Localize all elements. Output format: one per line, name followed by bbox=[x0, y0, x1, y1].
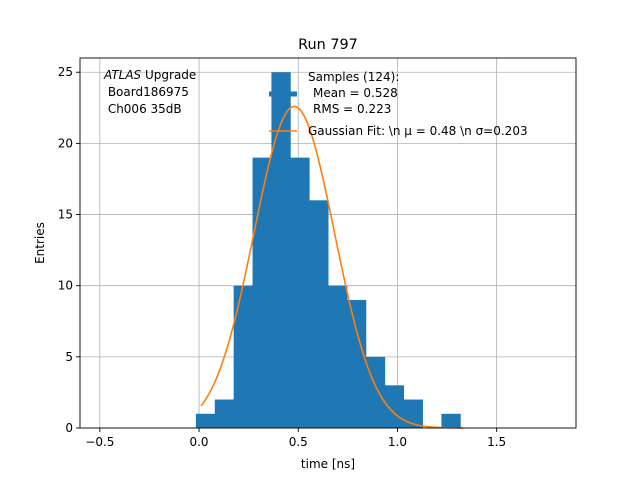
y-axis-ticks: 0 5 10 15 20 25 bbox=[58, 65, 80, 435]
histogram-bar bbox=[271, 72, 291, 428]
atlas-annotation: ATLAS Upgrade Board186975 Ch006 35dB bbox=[103, 68, 196, 116]
x-tick-label: −0.5 bbox=[85, 435, 114, 449]
y-tick-label: 15 bbox=[58, 208, 73, 222]
chart-title: Run 797 bbox=[298, 37, 358, 53]
histogram-bar bbox=[290, 157, 310, 428]
x-tick-label: 0.0 bbox=[189, 435, 208, 449]
y-tick-label: 25 bbox=[58, 65, 73, 79]
x-axis-ticks: −0.5 0.0 0.5 1.0 1.5 bbox=[85, 428, 506, 449]
x-tick-label: 0.5 bbox=[289, 435, 308, 449]
y-tick-label: 20 bbox=[58, 136, 73, 150]
legend-samples-mean: Mean = 0.528 bbox=[313, 86, 398, 100]
histogram-bar bbox=[214, 399, 235, 428]
histogram-bar bbox=[441, 413, 461, 428]
histogram-bar bbox=[309, 200, 329, 428]
y-tick-label: 0 bbox=[65, 421, 73, 435]
histogram-bar bbox=[252, 157, 272, 428]
histogram-bar bbox=[328, 285, 348, 428]
x-tick-label: 1.0 bbox=[388, 435, 407, 449]
histogram-bar bbox=[195, 413, 216, 428]
histogram-bars bbox=[195, 72, 461, 428]
plot-frame bbox=[79, 57, 577, 429]
x-axis-label: time [ns] bbox=[301, 457, 355, 471]
legend: Samples (124): Mean = 0.528 RMS = 0.223 … bbox=[269, 70, 528, 138]
legend-fit-label: Gaussian Fit: \n μ = 0.48 \n σ=0.203 bbox=[308, 124, 528, 138]
y-axis-label: Entries bbox=[33, 222, 47, 264]
y-tick-label: 10 bbox=[58, 279, 73, 293]
histogram-bar bbox=[346, 299, 367, 428]
histogram-bar bbox=[365, 356, 386, 428]
legend-samples-marker bbox=[269, 80, 297, 108]
gaussian-fit-curve bbox=[200, 105, 463, 429]
annotation-line-3: Ch006 35dB bbox=[104, 102, 182, 116]
y-tick-label: 5 bbox=[65, 350, 73, 364]
legend-samples-rms: RMS = 0.223 bbox=[313, 102, 391, 116]
annotation-upgrade: Upgrade bbox=[141, 68, 196, 82]
annotation-line-2: Board186975 bbox=[104, 85, 189, 99]
annotation-atlas: ATLAS bbox=[103, 68, 142, 82]
histogram-bar bbox=[403, 399, 423, 428]
annotation-line-1: ATLAS Upgrade bbox=[103, 68, 196, 82]
x-tick-label: 1.5 bbox=[487, 435, 506, 449]
legend-samples-label: Samples (124): bbox=[308, 70, 399, 84]
histogram-bar bbox=[233, 285, 253, 428]
